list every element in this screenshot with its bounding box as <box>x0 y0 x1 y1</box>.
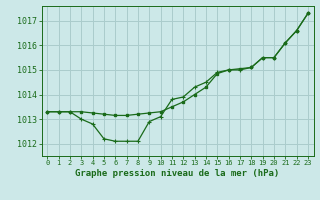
X-axis label: Graphe pression niveau de la mer (hPa): Graphe pression niveau de la mer (hPa) <box>76 169 280 178</box>
